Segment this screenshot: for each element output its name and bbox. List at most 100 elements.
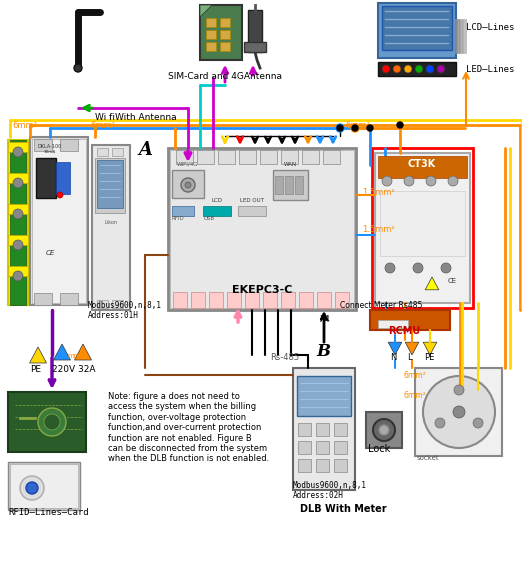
Text: mm²: mm²	[67, 353, 84, 359]
Text: CE: CE	[448, 278, 457, 284]
FancyBboxPatch shape	[380, 191, 465, 256]
Circle shape	[441, 263, 451, 273]
Circle shape	[352, 125, 358, 131]
Text: 1.5mm²: 1.5mm²	[362, 225, 395, 234]
Circle shape	[367, 125, 373, 131]
FancyBboxPatch shape	[191, 292, 205, 308]
Circle shape	[426, 176, 436, 186]
FancyBboxPatch shape	[317, 292, 331, 308]
FancyBboxPatch shape	[173, 292, 187, 308]
FancyBboxPatch shape	[8, 140, 28, 305]
Text: Note: figure a does not need to
access the system when the billing
function, ove: Note: figure a does not need to access t…	[108, 392, 269, 463]
Text: Likon: Likon	[104, 220, 117, 225]
FancyBboxPatch shape	[297, 376, 351, 416]
Text: 1.5mm²: 1.5mm²	[362, 188, 395, 197]
FancyBboxPatch shape	[299, 292, 313, 308]
FancyBboxPatch shape	[298, 423, 311, 436]
FancyBboxPatch shape	[281, 150, 298, 164]
Circle shape	[413, 263, 423, 273]
Text: 30mA: 30mA	[44, 150, 56, 154]
Circle shape	[185, 182, 191, 188]
Text: USB: USB	[203, 216, 214, 221]
FancyBboxPatch shape	[8, 173, 28, 183]
FancyBboxPatch shape	[97, 148, 108, 156]
Text: Connect Meter Rs485: Connect Meter Rs485	[340, 301, 422, 310]
Text: LCD–Lines: LCD–Lines	[466, 23, 514, 31]
Circle shape	[44, 414, 60, 430]
FancyBboxPatch shape	[273, 170, 308, 200]
FancyBboxPatch shape	[8, 235, 28, 245]
Circle shape	[426, 65, 434, 73]
Circle shape	[181, 178, 195, 192]
Text: CT3K: CT3K	[408, 159, 436, 169]
Text: EKEPC3-C: EKEPC3-C	[232, 285, 292, 295]
FancyBboxPatch shape	[316, 423, 329, 436]
Text: 6mm²: 6mm²	[345, 121, 370, 130]
FancyBboxPatch shape	[378, 320, 408, 328]
Circle shape	[473, 418, 483, 428]
Text: RFID: RFID	[172, 216, 185, 221]
FancyBboxPatch shape	[95, 158, 125, 213]
FancyBboxPatch shape	[382, 6, 452, 50]
Text: N: N	[390, 353, 396, 362]
FancyBboxPatch shape	[209, 292, 223, 308]
Text: Lock: Lock	[368, 444, 390, 454]
Text: LED OUT: LED OUT	[240, 198, 264, 203]
Polygon shape	[425, 277, 439, 290]
Text: Wi fiWith Antenna: Wi fiWith Antenna	[95, 114, 176, 123]
FancyBboxPatch shape	[281, 292, 295, 308]
Circle shape	[385, 263, 395, 273]
Text: Modbus9600,n,8,1
Address:01H: Modbus9600,n,8,1 Address:01H	[88, 300, 162, 320]
FancyBboxPatch shape	[366, 412, 402, 448]
Text: PE: PE	[30, 365, 41, 374]
FancyBboxPatch shape	[334, 459, 347, 472]
Circle shape	[454, 385, 464, 395]
FancyBboxPatch shape	[172, 206, 194, 216]
Text: B: B	[316, 343, 330, 360]
Circle shape	[382, 176, 392, 186]
FancyBboxPatch shape	[97, 160, 123, 208]
Text: CE: CE	[45, 250, 55, 256]
Text: 6mm²: 6mm²	[403, 371, 426, 380]
FancyBboxPatch shape	[32, 139, 86, 303]
Text: WIFI/4G: WIFI/4G	[177, 162, 199, 167]
FancyBboxPatch shape	[8, 392, 86, 452]
FancyBboxPatch shape	[260, 150, 277, 164]
Polygon shape	[405, 342, 419, 355]
FancyBboxPatch shape	[285, 176, 293, 194]
FancyBboxPatch shape	[34, 293, 52, 305]
FancyBboxPatch shape	[227, 292, 241, 308]
Circle shape	[351, 124, 359, 132]
FancyBboxPatch shape	[30, 137, 88, 305]
FancyBboxPatch shape	[60, 139, 78, 151]
Circle shape	[13, 209, 23, 219]
Polygon shape	[30, 347, 46, 363]
Text: RCMU: RCMU	[388, 326, 420, 336]
Circle shape	[393, 65, 401, 73]
FancyBboxPatch shape	[275, 176, 283, 194]
FancyBboxPatch shape	[248, 10, 262, 52]
FancyBboxPatch shape	[323, 150, 340, 164]
FancyBboxPatch shape	[316, 441, 329, 454]
FancyBboxPatch shape	[176, 150, 193, 164]
Circle shape	[336, 124, 344, 132]
FancyBboxPatch shape	[378, 156, 467, 178]
Text: RFID–Lines–Card: RFID–Lines–Card	[8, 508, 89, 517]
FancyBboxPatch shape	[220, 18, 230, 27]
Circle shape	[404, 176, 414, 186]
FancyBboxPatch shape	[197, 150, 214, 164]
Text: X4: X4	[320, 315, 331, 324]
Circle shape	[437, 65, 445, 73]
FancyBboxPatch shape	[220, 30, 230, 39]
FancyBboxPatch shape	[34, 139, 52, 151]
Text: LED–Lines: LED–Lines	[466, 65, 514, 73]
Circle shape	[13, 147, 23, 157]
FancyBboxPatch shape	[238, 206, 266, 216]
Circle shape	[382, 65, 390, 73]
FancyBboxPatch shape	[112, 300, 123, 308]
FancyBboxPatch shape	[203, 206, 231, 216]
FancyBboxPatch shape	[415, 368, 502, 456]
FancyBboxPatch shape	[8, 266, 28, 276]
Circle shape	[74, 64, 82, 72]
FancyBboxPatch shape	[200, 5, 242, 60]
